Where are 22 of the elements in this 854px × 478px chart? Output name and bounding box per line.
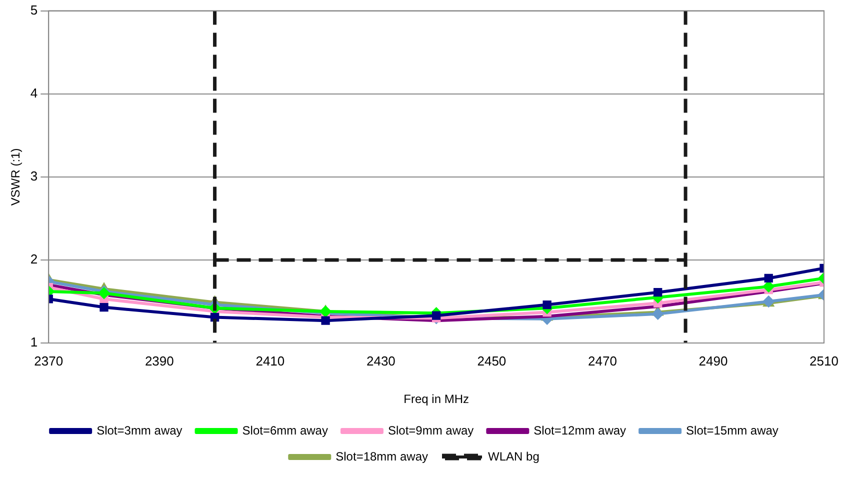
- y-tick-label: 1: [30, 334, 38, 350]
- legend-label: Slot=15mm away: [686, 423, 778, 438]
- y-tick-label: 4: [30, 85, 38, 100]
- legend-label: Slot=3mm away: [96, 423, 182, 438]
- legend-label: Slot=12mm away: [534, 423, 626, 438]
- x-tick-label: 2390: [144, 353, 174, 368]
- x-tick-label: 2470: [588, 353, 617, 368]
- legend-label: Slot=18mm away: [336, 449, 428, 464]
- x-tick-label: 2510: [810, 353, 838, 368]
- x-tick-label: 2490: [698, 353, 728, 368]
- x-tick-label: 2370: [34, 353, 64, 368]
- x-tick-label: 2450: [477, 353, 506, 368]
- y-axis-title: VSWR (:1): [8, 148, 23, 206]
- x-tick-label: 2410: [256, 353, 285, 368]
- legend-label: Slot=6mm away: [242, 423, 328, 438]
- legend-label: Slot=9mm away: [388, 423, 474, 438]
- x-axis-title: Freq in MHz: [404, 392, 469, 406]
- y-tick-label: 3: [30, 168, 38, 184]
- y-tick-label: 2: [30, 252, 38, 267]
- legend-label: WLAN bg: [488, 449, 540, 464]
- x-tick-label: 2430: [366, 353, 396, 368]
- y-tick-label: 5: [30, 2, 38, 18]
